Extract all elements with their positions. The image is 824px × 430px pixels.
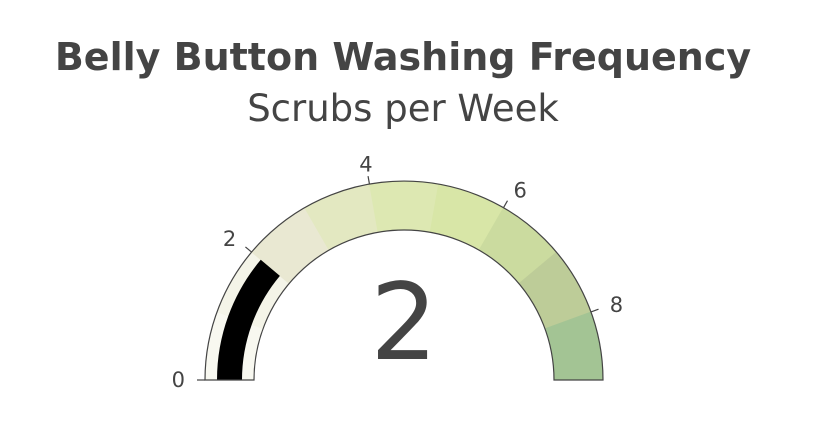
gauge-tick-label-2: 2 <box>223 227 236 251</box>
gauge-tick-label-0: 0 <box>172 368 185 392</box>
chart-subtitle: Scrubs per Week <box>247 87 559 130</box>
chart-title: Belly Button Washing Frequency <box>54 35 752 79</box>
gauge-bar-layer <box>217 259 280 380</box>
gauge-tick-6 <box>502 200 509 208</box>
gauge-tick-label-6: 6 <box>514 178 527 202</box>
gauge-step-4 <box>369 180 439 233</box>
gauge-tick-8 <box>590 308 599 313</box>
gauge-value-label: 2 <box>370 261 437 384</box>
gauge-tick-4 <box>367 176 371 185</box>
gauge-outline <box>204 180 604 381</box>
gauge-tick-label-8: 8 <box>610 293 623 317</box>
gauge-tick-2 <box>245 246 252 253</box>
gauge-ticks: 0 2 4 6 8 <box>172 152 624 392</box>
gauge-tick-label-4: 4 <box>359 152 372 176</box>
gauge-value-bar <box>217 259 280 380</box>
gauge-outline-layer <box>204 180 604 381</box>
